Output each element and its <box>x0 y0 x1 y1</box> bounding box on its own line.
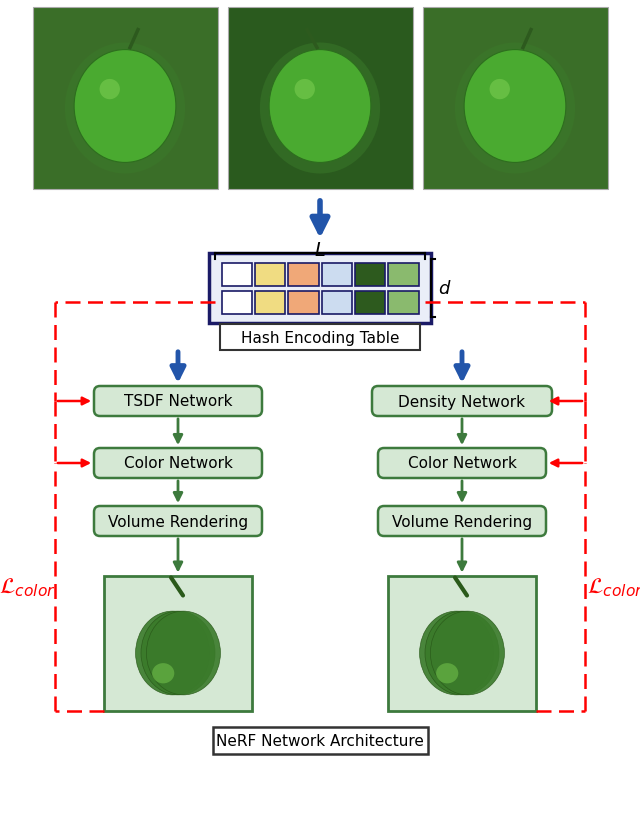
Text: NeRF Network Architecture: NeRF Network Architecture <box>216 733 424 748</box>
Ellipse shape <box>425 611 499 695</box>
Bar <box>221 291 252 314</box>
FancyBboxPatch shape <box>94 448 262 478</box>
Text: Density Network: Density Network <box>399 394 525 409</box>
FancyBboxPatch shape <box>94 507 262 537</box>
Bar <box>422 8 607 190</box>
Bar <box>355 291 385 314</box>
Text: $L$: $L$ <box>314 242 326 260</box>
Text: Volume Rendering: Volume Rendering <box>108 514 248 529</box>
Bar <box>255 291 285 314</box>
Text: $\mathcal{L}_{color}$: $\mathcal{L}_{color}$ <box>587 576 640 599</box>
Ellipse shape <box>65 43 185 175</box>
Bar <box>288 263 319 286</box>
Ellipse shape <box>136 611 210 695</box>
Text: Color Network: Color Network <box>124 456 232 471</box>
Bar <box>33 8 218 190</box>
Bar <box>388 263 419 286</box>
Bar <box>227 8 413 190</box>
Ellipse shape <box>455 43 575 175</box>
Bar <box>388 291 419 314</box>
Ellipse shape <box>141 611 215 695</box>
Ellipse shape <box>100 79 120 100</box>
Bar <box>209 253 431 324</box>
Ellipse shape <box>147 611 220 695</box>
Ellipse shape <box>152 663 174 684</box>
FancyBboxPatch shape <box>378 448 546 478</box>
Bar <box>220 324 420 350</box>
Ellipse shape <box>74 50 176 163</box>
Bar <box>321 263 352 286</box>
Text: $d$: $d$ <box>438 280 452 298</box>
Ellipse shape <box>464 50 566 163</box>
Bar <box>255 263 285 286</box>
Ellipse shape <box>420 611 493 695</box>
Bar <box>104 576 252 711</box>
FancyBboxPatch shape <box>378 507 546 537</box>
Text: TSDF Network: TSDF Network <box>124 394 232 409</box>
Ellipse shape <box>260 43 380 175</box>
Text: Color Network: Color Network <box>408 456 516 471</box>
Ellipse shape <box>269 50 371 163</box>
Bar <box>288 291 319 314</box>
FancyBboxPatch shape <box>372 386 552 416</box>
Bar <box>321 291 352 314</box>
Text: Hash Encoding Table: Hash Encoding Table <box>241 330 399 345</box>
Text: Volume Rendering: Volume Rendering <box>392 514 532 529</box>
Bar <box>221 263 252 286</box>
FancyBboxPatch shape <box>94 386 262 416</box>
Text: $\mathcal{L}_{color}$: $\mathcal{L}_{color}$ <box>0 576 56 599</box>
Bar <box>212 727 428 754</box>
Ellipse shape <box>294 79 315 100</box>
Ellipse shape <box>490 79 510 100</box>
Bar <box>388 576 536 711</box>
Bar <box>355 263 385 286</box>
Ellipse shape <box>436 663 458 684</box>
Ellipse shape <box>430 611 504 695</box>
